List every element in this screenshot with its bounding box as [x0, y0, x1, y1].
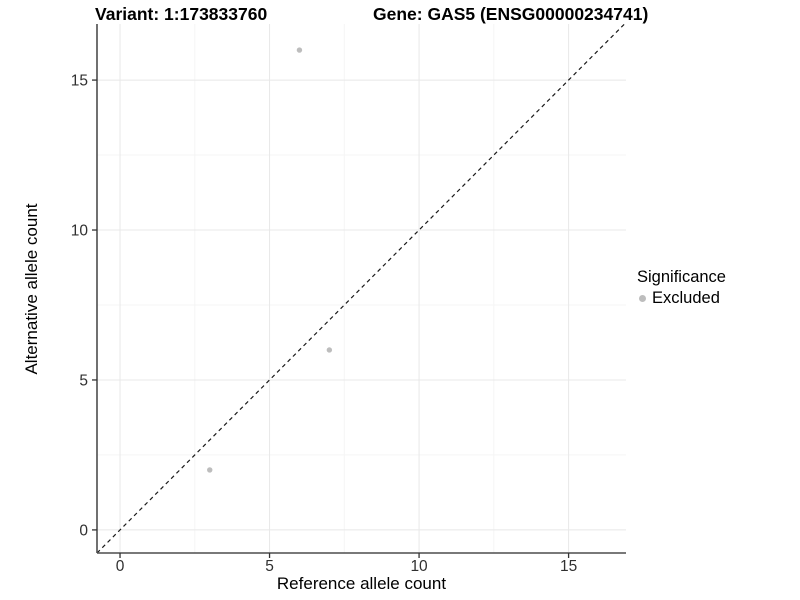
variant-title: Variant: 1:173833760 — [95, 4, 268, 24]
legend-item-label: Excluded — [652, 289, 720, 307]
x-tick-label: 15 — [560, 558, 577, 575]
y-axis-title: Alternative allele count — [22, 203, 41, 375]
legend: Significance Excluded — [637, 268, 726, 308]
legend-point-icon — [639, 295, 646, 302]
x-axis-title: Reference allele count — [276, 574, 447, 593]
data-point — [296, 47, 303, 53]
y-tick-label: 15 — [71, 73, 88, 90]
y-tick-label: 5 — [79, 372, 88, 389]
gene-title: Gene: GAS5 (ENSG00000234741) — [373, 4, 649, 24]
x-tick-label: 0 — [116, 558, 125, 575]
data-point — [326, 347, 333, 353]
y-tick-label: 10 — [71, 223, 89, 240]
identity-line — [96, 23, 625, 554]
x-tick-label: 5 — [265, 558, 274, 575]
y-tick-label: 0 — [79, 522, 88, 539]
data-point — [207, 467, 213, 473]
legend-title: Significance — [637, 268, 726, 286]
x-tick-label: 10 — [410, 558, 428, 575]
legend-item-excluded: Excluded — [637, 289, 726, 308]
